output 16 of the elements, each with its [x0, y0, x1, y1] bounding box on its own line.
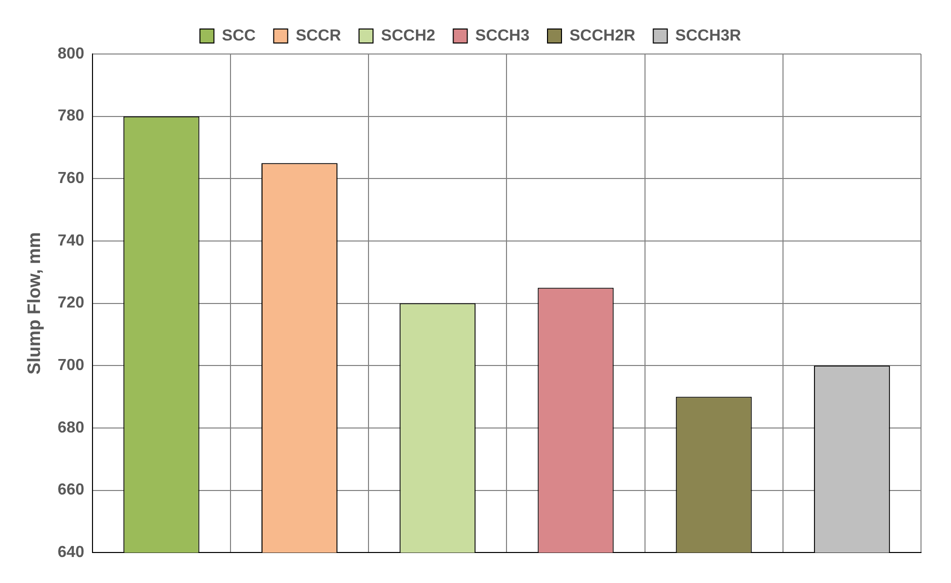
legend-label: SCCH2R — [570, 27, 636, 44]
legend-label: SCC — [222, 27, 256, 44]
y-tick-label: 760 — [58, 170, 84, 188]
y-tick-label: 800 — [58, 45, 84, 62]
y-tick-label: 640 — [58, 544, 84, 562]
y-tick-label: 740 — [58, 232, 84, 250]
legend-label: SCCH2 — [381, 27, 436, 44]
y-tick-label: 780 — [58, 108, 84, 125]
y-axis-title: Slump Flow, mm — [24, 232, 44, 374]
y-tick-label: 680 — [58, 419, 84, 436]
y-tick-label: 720 — [58, 294, 84, 312]
legend-label: SCCR — [296, 27, 342, 44]
y-tick-label: 700 — [58, 357, 84, 374]
legend-label: SCCH3R — [675, 27, 742, 44]
y-tick-label: 660 — [58, 482, 84, 499]
legend-label: SCCH3 — [475, 27, 530, 44]
